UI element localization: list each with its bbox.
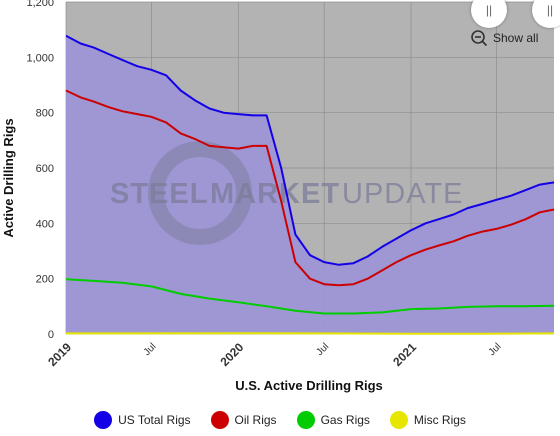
x-tick-label: 2020: [218, 340, 247, 369]
zoom-out-icon: [471, 30, 488, 47]
handle-grip-icon: ||: [485, 3, 493, 17]
legend-swatch: [210, 411, 229, 429]
legend-label: Misc Rigs: [413, 413, 466, 427]
y-tick-label: 200: [36, 274, 54, 286]
legend-item-us-total-rigs[interactable]: US Total Rigs: [94, 411, 191, 429]
legend: US Total Rigs Oil Rigs Gas Rigs Misc Rigs: [0, 411, 560, 429]
legend-item-misc-rigs[interactable]: Misc Rigs: [389, 411, 466, 429]
handle-grip-icon: ||: [546, 3, 554, 17]
x-tick-label: Jul: [314, 341, 331, 358]
series-line-misc-rigs: [66, 332, 555, 335]
total-rigs-area: [66, 35, 554, 335]
watermark-word-market: MARKET: [210, 178, 340, 210]
y-axis-title: Active Drilling Rigs: [1, 118, 16, 237]
x-tick-label: 2019: [45, 340, 74, 369]
legend-label: Gas Rigs: [320, 413, 370, 427]
x-tick-label: Jul: [142, 341, 159, 358]
watermark-word-update: UPDATE: [342, 178, 463, 210]
range-handle-left[interactable]: ||: [471, 0, 507, 28]
series-line-gas-rigs: [65, 278, 555, 315]
y-tick-label: 1,000: [26, 52, 54, 64]
legend-item-gas-rigs[interactable]: Gas Rigs: [296, 411, 370, 429]
y-tick-label: 0: [48, 329, 54, 341]
watermark-word-steel: STEEL: [110, 178, 208, 210]
legend-label: Oil Rigs: [234, 413, 277, 427]
legend-item-oil-rigs[interactable]: Oil Rigs: [210, 411, 277, 429]
x-axis-ticks: 2019 Jul 2020 Jul 2021 Jul: [45, 340, 503, 369]
legend-label: US Total Rigs: [118, 413, 191, 427]
x-axis-title: U.S. Active Drilling Rigs: [235, 378, 383, 393]
x-tick-label: Jul: [487, 341, 504, 358]
y-tick-label: 1,200: [26, 0, 54, 9]
y-tick-label: 800: [36, 108, 54, 120]
watermark-logo: STEEL MARKET UPDATE: [110, 141, 463, 245]
show-all-label: Show all: [493, 31, 539, 45]
watermark-ring-icon: [148, 141, 252, 245]
x-tick-label: 2021: [390, 340, 419, 369]
series-lines: [65, 34, 555, 335]
y-axis-ticks: 0 200 400 600 800 1,000 1,200: [26, 0, 54, 341]
legend-swatch: [296, 411, 315, 429]
legend-swatch: [94, 411, 113, 429]
series-line-oil-rigs: [65, 89, 555, 287]
y-tick-label: 400: [36, 218, 54, 230]
show-all-button[interactable]: Show all: [470, 29, 538, 47]
series-line-us-total-rigs: [65, 34, 555, 266]
legend-swatch: [389, 411, 408, 429]
y-tick-label: 600: [36, 163, 54, 175]
